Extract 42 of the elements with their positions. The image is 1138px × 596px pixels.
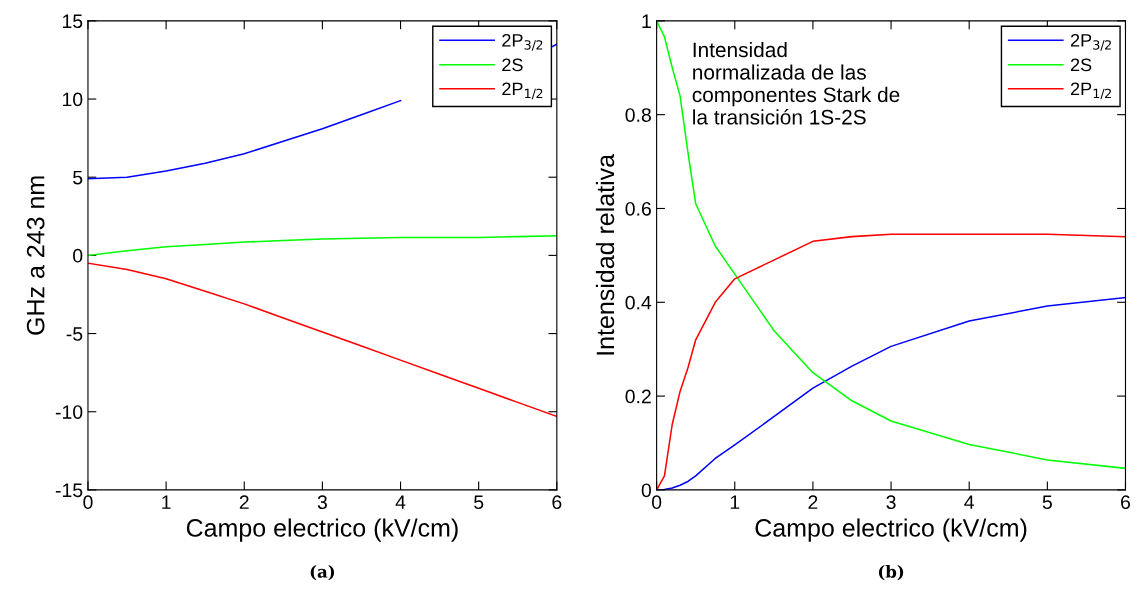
y-tick-label: 0.8 bbox=[625, 108, 651, 122]
x-tick-label: 5 bbox=[1042, 495, 1052, 510]
x-tick-label: 0 bbox=[83, 495, 93, 510]
y-tick-label: 0.4 bbox=[625, 295, 652, 310]
x-tick-label: 6 bbox=[552, 495, 562, 510]
y-tick-label: -15 bbox=[55, 483, 83, 498]
y-tick-label: 0.6 bbox=[625, 201, 651, 216]
x-tick-label: 4 bbox=[395, 495, 406, 509]
legend-label: 2S bbox=[1070, 58, 1092, 72]
y-tick-label: 1 bbox=[642, 14, 651, 28]
legend-label: 2P$_{3/2}$ bbox=[1070, 33, 1111, 51]
y-tick-label: 0.2 bbox=[625, 389, 651, 404]
y-tick-label: -10 bbox=[55, 405, 83, 419]
x-axis-title: Campo electrico (kV/cm) bbox=[755, 518, 1027, 542]
x-tick-label: 0 bbox=[651, 495, 662, 510]
legend-label: 2P$_{3/2}$ bbox=[502, 33, 543, 51]
text: (b) bbox=[878, 564, 904, 581]
legend-label: 2S bbox=[502, 58, 523, 72]
legend-label: 2P$_{1/2}$ bbox=[502, 82, 543, 100]
y-tick-label: 5 bbox=[73, 170, 83, 185]
x-tick-label: 1 bbox=[730, 495, 740, 509]
x-tick-label: 1 bbox=[162, 495, 171, 509]
line-series bbox=[87, 262, 557, 418]
x-tick-label: 6 bbox=[1121, 495, 1131, 510]
text: (a) bbox=[310, 564, 335, 581]
y-tick-label: 15 bbox=[62, 14, 83, 29]
x-tick-label: 3 bbox=[886, 495, 896, 510]
line-series bbox=[87, 235, 557, 257]
x-tick-label: 5 bbox=[474, 495, 484, 510]
x-tick-label: 3 bbox=[317, 495, 327, 510]
x-axis-title: Campo electrico (kV/cm) bbox=[186, 518, 458, 542]
y-tick-label: 0 bbox=[641, 483, 652, 498]
legend-label: 2P$_{1/2}$ bbox=[1070, 82, 1111, 100]
x-tick-label: 2 bbox=[808, 495, 818, 509]
y-axis-title: GHz a 243 nm bbox=[26, 176, 45, 335]
y-axis-title: Intensidad relativa bbox=[595, 153, 615, 355]
y-tick-label: 10 bbox=[62, 92, 83, 107]
x-tick-label: 2 bbox=[239, 495, 249, 509]
x-tick-label: 4 bbox=[964, 495, 975, 509]
y-tick-label: 0 bbox=[73, 248, 83, 263]
y-tick-label: -5 bbox=[66, 327, 83, 341]
annotation: Intensidad normalizada de las componentes Stark de la transición 1S-2S bbox=[692, 41, 900, 125]
